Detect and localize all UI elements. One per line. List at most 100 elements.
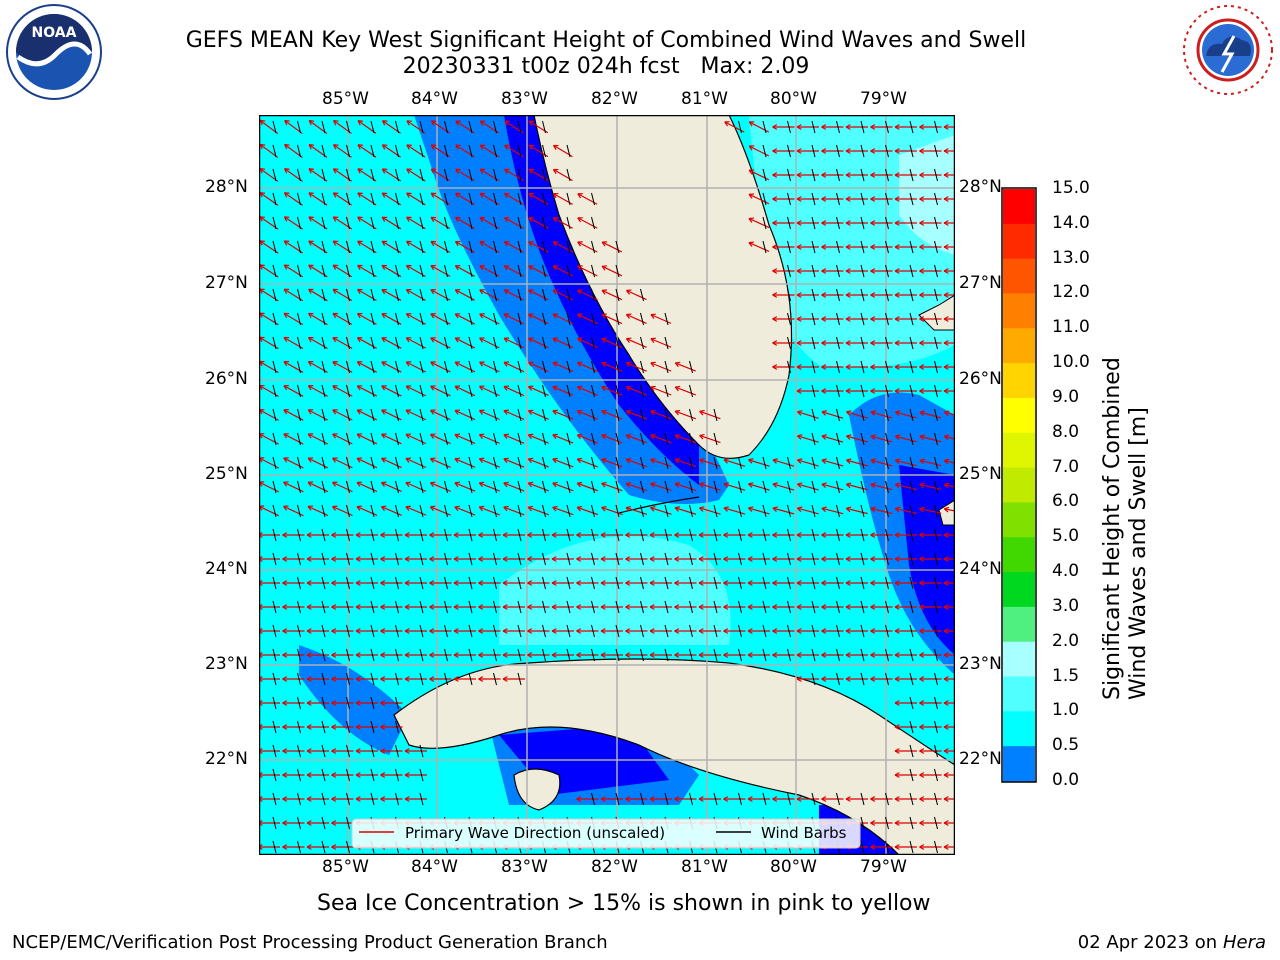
wave-arrow-head	[259, 216, 265, 222]
wave-arrow-head	[772, 506, 778, 513]
wind-barb	[272, 528, 277, 542]
wave-arrow-head	[478, 652, 484, 658]
wind-barb	[542, 384, 546, 398]
wave-arrow-head	[453, 580, 459, 586]
wind-barb	[297, 480, 301, 494]
wind-barb	[272, 504, 277, 518]
wave-arrow-head	[405, 264, 412, 271]
wind-barb	[591, 264, 595, 278]
wave-arrow-head	[723, 628, 729, 634]
wind-barb	[346, 552, 350, 566]
wave-arrow-head	[943, 844, 949, 850]
wind-barb	[836, 672, 840, 686]
wave-arrow-head	[405, 361, 412, 367]
wave-arrow	[576, 482, 599, 492]
wave-arrow-head	[894, 292, 900, 298]
wave-arrow	[601, 386, 623, 396]
wind-barb	[272, 384, 277, 398]
wave-arrow-head	[332, 192, 339, 198]
wind-barb	[762, 144, 767, 158]
wind-barb	[909, 456, 914, 470]
wave-arrow-head	[332, 144, 339, 150]
wind-barb	[517, 216, 522, 230]
wave-arrow-head	[723, 482, 729, 488]
wave-arrow	[625, 458, 648, 468]
wind-barb	[934, 720, 938, 734]
lat-label-left: 23°N	[205, 654, 248, 674]
wave-arrow-head	[747, 506, 754, 512]
wave-arrow-head	[454, 216, 461, 223]
wave-arrow	[528, 482, 549, 492]
wave-arrow-head	[331, 505, 338, 511]
wind-barb	[591, 432, 595, 446]
wind-barb	[419, 672, 424, 686]
wind-barb	[346, 192, 350, 206]
wind-barb	[591, 312, 595, 326]
wind-barb	[321, 768, 326, 782]
footer-date: 02 Apr 2023 on Hera	[1078, 932, 1266, 953]
wind-barb	[762, 600, 767, 614]
wave-arrow-head	[380, 772, 386, 778]
wave-arrow-head	[479, 192, 486, 199]
wave-arrow	[454, 458, 476, 468]
wave-arrow-head	[821, 172, 827, 178]
wind-barb	[346, 408, 350, 422]
wave-arrow-head	[821, 292, 827, 298]
wave-arrow-head	[332, 216, 339, 222]
wave-arrow-head	[502, 580, 508, 586]
wave-arrow-head	[919, 220, 925, 226]
wave-arrow-head	[577, 193, 583, 199]
wind-barb	[517, 648, 522, 662]
wind-barb	[370, 216, 375, 230]
wind-barb	[909, 624, 914, 638]
wind-barb	[934, 192, 938, 206]
wave-arrow-head	[943, 652, 949, 658]
wind-barb	[297, 432, 301, 446]
wind-barb	[615, 528, 620, 542]
wind-barb	[664, 336, 669, 350]
wave-arrow-head	[381, 313, 387, 319]
wave-arrow-head	[748, 193, 755, 199]
wind-barb	[468, 264, 473, 278]
wind-barb	[762, 552, 767, 566]
wind-barb	[321, 288, 326, 302]
wave-arrow-head	[355, 628, 361, 634]
wave-arrow-head	[919, 724, 925, 730]
wave-arrow	[797, 507, 819, 515]
wind-barb	[419, 384, 424, 398]
wave-arrow-head	[282, 676, 288, 682]
wind-barb	[272, 552, 277, 566]
wind-barb	[395, 576, 399, 590]
wave-arrow-head	[283, 216, 290, 222]
colorbar-band	[1003, 189, 1035, 225]
wind-barb	[419, 480, 424, 494]
wave-arrow-head	[943, 316, 949, 322]
wind-barb	[689, 792, 693, 806]
wave-arrow-head	[601, 409, 607, 416]
wind-barb	[689, 624, 693, 638]
wind-barb	[640, 312, 644, 326]
wind-barb	[346, 360, 350, 374]
wind-barb	[811, 360, 816, 374]
wind-barb	[738, 504, 742, 518]
wave-arrow-head	[772, 148, 778, 154]
wind-barb	[395, 672, 399, 686]
wave-arrow-head	[845, 556, 851, 562]
wind-barb	[566, 600, 571, 614]
wave-arrow-head	[356, 337, 363, 343]
wave-arrow-head	[919, 748, 925, 754]
wave-arrow	[357, 120, 377, 134]
lat-label-left: 24°N	[205, 559, 248, 579]
wave-arrow-head	[747, 628, 753, 634]
wind-barb	[615, 360, 620, 374]
wind-barb	[762, 624, 767, 638]
wave-arrow	[919, 411, 942, 419]
wave-arrow-head	[503, 433, 509, 440]
wave-arrow-head	[478, 505, 485, 512]
wind-barb	[370, 288, 375, 302]
wave-arrow-head	[405, 481, 411, 487]
wind-barb	[591, 336, 595, 350]
wave-arrow-head	[381, 264, 388, 271]
wave-arrow	[552, 410, 574, 420]
wind-barb	[321, 696, 326, 710]
